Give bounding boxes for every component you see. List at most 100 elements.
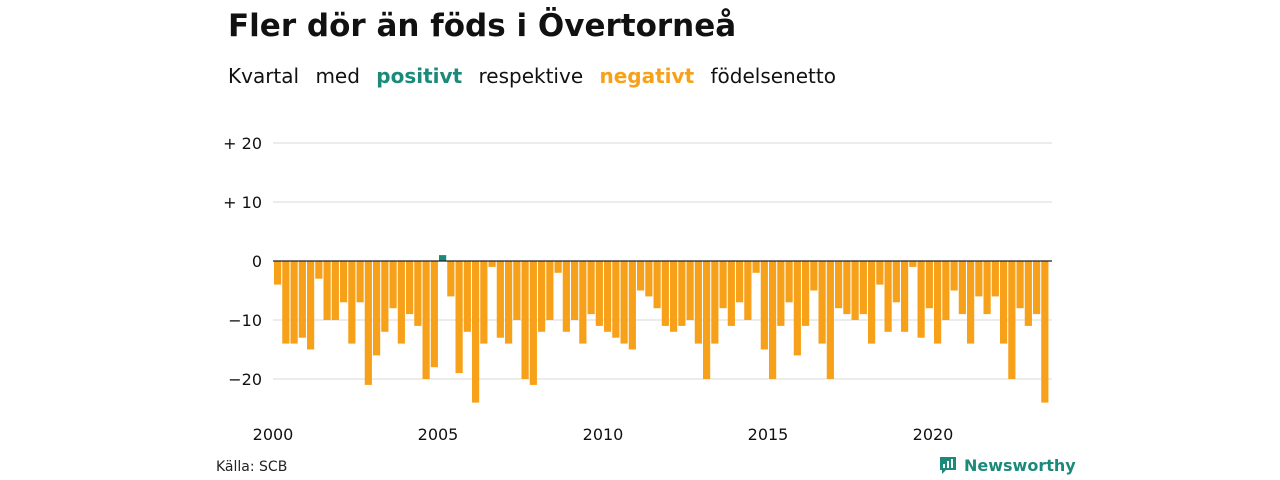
bar — [818, 261, 826, 344]
bar — [282, 261, 290, 344]
x-tick-label: 2010 — [583, 425, 624, 444]
bar — [406, 261, 414, 315]
bar — [793, 261, 801, 356]
bar — [620, 261, 628, 344]
bar — [851, 261, 859, 320]
bar — [719, 261, 727, 309]
bar — [686, 261, 694, 320]
bar — [290, 261, 298, 344]
bar — [694, 261, 702, 344]
chart-subtitle: Kvartal med positivt respektive negativt… — [228, 64, 846, 88]
bar — [769, 261, 777, 379]
bar — [389, 261, 397, 309]
bar — [554, 261, 562, 273]
bar — [909, 261, 917, 267]
brand-logo: Newsworthy — [938, 455, 1076, 475]
bar — [835, 261, 843, 309]
subtitle-word: födelsenetto — [710, 64, 836, 88]
bar — [348, 261, 356, 344]
y-tick-label: −10 — [228, 311, 262, 330]
bar — [1024, 261, 1032, 326]
bar — [323, 261, 331, 320]
bar — [562, 261, 570, 332]
chart-title: Fler dör än föds i Övertorneå — [228, 8, 737, 44]
subtitle-word: Kvartal — [228, 64, 300, 88]
bar — [414, 261, 422, 326]
bar — [925, 261, 933, 309]
bar — [802, 261, 810, 326]
bar — [447, 261, 455, 297]
bar — [1016, 261, 1024, 309]
bar — [496, 261, 504, 338]
bar — [364, 261, 372, 385]
x-tick-label: 2000 — [253, 425, 294, 444]
y-tick-label: + 20 — [223, 134, 262, 153]
bar — [373, 261, 381, 356]
bar — [975, 261, 983, 297]
bar — [439, 255, 447, 261]
subtitle-negative: negativt — [599, 64, 695, 88]
bar — [546, 261, 554, 320]
x-tick-label: 2005 — [418, 425, 459, 444]
bar — [604, 261, 612, 332]
bar — [670, 261, 678, 332]
bar — [736, 261, 744, 303]
bar — [538, 261, 546, 332]
bar — [1033, 261, 1041, 315]
y-tick-label: 0 — [252, 252, 262, 271]
bar — [430, 261, 438, 368]
bar — [595, 261, 603, 326]
bar — [612, 261, 620, 338]
bar — [760, 261, 768, 350]
bar — [727, 261, 735, 326]
bar — [983, 261, 991, 315]
x-tick-label: 2020 — [913, 425, 954, 444]
bar — [950, 261, 958, 291]
source-note: Källa: SCB — [216, 459, 288, 475]
bar — [307, 261, 315, 350]
bar — [315, 261, 323, 279]
bar — [274, 261, 282, 285]
bar — [455, 261, 463, 374]
bar — [340, 261, 348, 303]
bar — [422, 261, 430, 379]
bar — [637, 261, 645, 291]
y-tick-label: −20 — [228, 370, 262, 389]
bar — [472, 261, 480, 403]
bar — [967, 261, 975, 344]
bar — [488, 261, 496, 267]
bar — [331, 261, 339, 320]
bar — [876, 261, 884, 285]
bar — [1008, 261, 1016, 379]
bar — [356, 261, 364, 303]
bar — [917, 261, 925, 338]
bar — [958, 261, 966, 315]
subtitle-positive: positivt — [376, 64, 463, 88]
bar — [884, 261, 892, 332]
bar — [645, 261, 653, 297]
subtitle-word: med — [315, 64, 360, 88]
newsworthy-logo-icon — [940, 457, 956, 474]
bar — [901, 261, 909, 332]
brand-name: Newsworthy — [964, 455, 1076, 475]
bar — [298, 261, 306, 338]
bar — [661, 261, 669, 326]
bar — [868, 261, 876, 344]
bar — [463, 261, 471, 332]
bar — [892, 261, 900, 303]
bar — [1000, 261, 1008, 344]
bar — [752, 261, 760, 273]
bar — [587, 261, 595, 315]
bar — [843, 261, 851, 315]
subtitle-word: respektive — [478, 64, 584, 88]
bar — [1041, 261, 1049, 403]
bar — [628, 261, 636, 350]
bar — [826, 261, 834, 379]
bar — [703, 261, 711, 379]
bar — [397, 261, 405, 344]
bar — [529, 261, 537, 385]
bar — [653, 261, 661, 309]
x-tick-label: 2015 — [748, 425, 789, 444]
bar — [521, 261, 529, 379]
